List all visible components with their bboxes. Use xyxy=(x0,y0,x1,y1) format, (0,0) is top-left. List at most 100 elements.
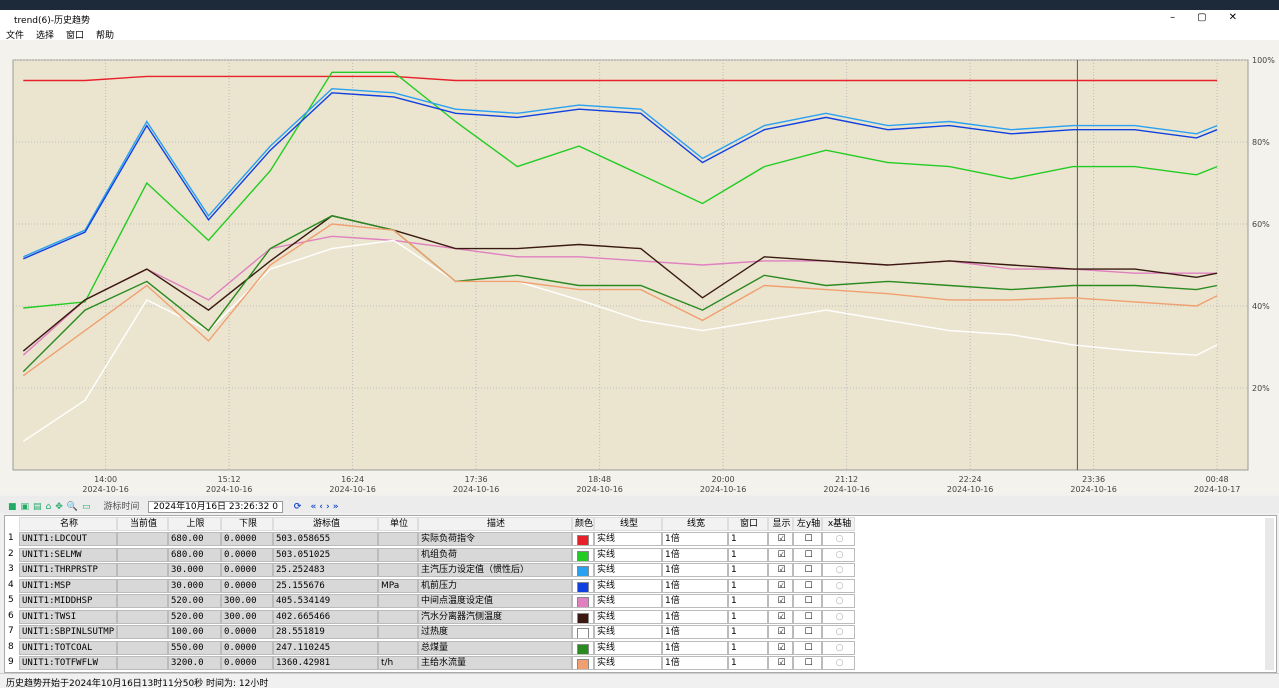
window-select[interactable]: 1 xyxy=(728,594,768,608)
nav-buttons[interactable]: ⟳ «‹›» xyxy=(293,502,342,512)
line-width[interactable]: 1倍 xyxy=(662,640,728,655)
column-header: 当前值 xyxy=(117,517,168,531)
line-type[interactable]: 实线 xyxy=(594,578,662,593)
left-y-checkbox[interactable]: ☐ xyxy=(793,563,822,577)
line-type[interactable]: 实线 xyxy=(594,609,662,624)
left-y-checkbox[interactable]: ☐ xyxy=(793,656,822,670)
color-cell xyxy=(572,563,594,577)
series-name: UNIT1:THRPRSTP xyxy=(19,563,117,577)
lower-limit: 0.0000 xyxy=(221,547,273,562)
left-y-checkbox[interactable]: ☐ xyxy=(793,609,822,624)
unit xyxy=(378,547,418,562)
column-header: 下限 xyxy=(221,517,273,531)
description: 主汽压力设定值（惯性后） xyxy=(418,563,572,577)
cursor-value: 1360.42981 xyxy=(273,656,378,670)
menu-item[interactable]: 窗口 xyxy=(66,31,85,40)
left-y-checkbox[interactable]: ☐ xyxy=(793,594,822,608)
window-select[interactable]: 1 xyxy=(728,578,768,593)
x-base-radio[interactable]: ○ xyxy=(822,547,855,562)
window-select[interactable]: 1 xyxy=(728,563,768,577)
x-base-radio[interactable]: ○ xyxy=(822,656,855,670)
upper-limit: 30.000 xyxy=(168,563,221,577)
show-checkbox[interactable]: ☑ xyxy=(768,609,793,624)
current-value xyxy=(117,563,168,577)
left-y-checkbox[interactable]: ☐ xyxy=(793,625,822,639)
current-value xyxy=(117,640,168,655)
line-width[interactable]: 1倍 xyxy=(662,625,728,639)
line-width[interactable]: 1倍 xyxy=(662,594,728,608)
color-cell xyxy=(572,578,594,593)
x-tick-date: 2024-10-16 xyxy=(329,485,376,494)
left-y-checkbox[interactable]: ☐ xyxy=(793,547,822,562)
unit xyxy=(378,640,418,655)
line-type[interactable]: 实线 xyxy=(594,563,662,577)
window-select[interactable]: 1 xyxy=(728,656,768,670)
x-base-radio[interactable]: ○ xyxy=(822,532,855,546)
toolbar-icons[interactable]: ■▣▤⌂✥🔍▭ xyxy=(8,502,95,512)
show-checkbox[interactable]: ☑ xyxy=(768,563,793,577)
color-swatch xyxy=(577,550,589,561)
x-base-radio[interactable]: ○ xyxy=(822,594,855,608)
left-y-checkbox[interactable]: ☐ xyxy=(793,532,822,546)
x-base-radio[interactable]: ○ xyxy=(822,578,855,593)
color-cell xyxy=(572,594,594,608)
menu-item[interactable]: 选择 xyxy=(36,31,55,40)
line-width[interactable]: 1倍 xyxy=(662,532,728,546)
lower-limit: 0.0000 xyxy=(221,656,273,670)
show-checkbox[interactable]: ☑ xyxy=(768,625,793,639)
line-type[interactable]: 实线 xyxy=(594,594,662,608)
lower-limit: 0.0000 xyxy=(221,625,273,639)
menu-item[interactable]: 帮助 xyxy=(96,31,115,40)
line-type[interactable]: 实线 xyxy=(594,640,662,655)
left-y-checkbox[interactable]: ☐ xyxy=(793,578,822,593)
menu-item[interactable]: 文件 xyxy=(6,31,25,40)
series-name: UNIT1:SBPINLSUTMP xyxy=(19,625,117,639)
status-text: 历史趋势开始于2024年10月16日13时11分50秒 时间为: 12小时 xyxy=(6,679,269,688)
show-checkbox[interactable]: ☑ xyxy=(768,656,793,670)
show-checkbox[interactable]: ☑ xyxy=(768,578,793,593)
lower-limit: 300.00 xyxy=(221,609,273,624)
color-cell xyxy=(572,640,594,655)
show-checkbox[interactable]: ☑ xyxy=(768,547,793,562)
row-number: 7 xyxy=(6,625,19,639)
cursor-value: 28.551819 xyxy=(273,625,378,639)
show-checkbox[interactable]: ☑ xyxy=(768,640,793,655)
show-checkbox[interactable]: ☑ xyxy=(768,594,793,608)
line-type[interactable]: 实线 xyxy=(594,625,662,639)
line-width[interactable]: 1倍 xyxy=(662,578,728,593)
line-type[interactable]: 实线 xyxy=(594,532,662,546)
window-select[interactable]: 1 xyxy=(728,547,768,562)
unit xyxy=(378,594,418,608)
window-select[interactable]: 1 xyxy=(728,532,768,546)
unit xyxy=(378,563,418,577)
x-base-radio[interactable]: ○ xyxy=(822,640,855,655)
line-type[interactable]: 实线 xyxy=(594,656,662,670)
line-width[interactable]: 1倍 xyxy=(662,656,728,670)
cursor-value: 503.058655 xyxy=(273,532,378,546)
cursor-value: 247.110245 xyxy=(273,640,378,655)
description: 汽水分离器汽侧温度 xyxy=(418,609,572,624)
upper-limit: 30.000 xyxy=(168,578,221,593)
window-title: trend(6)-历史趋势 xyxy=(14,16,90,26)
series-line xyxy=(22,239,1218,442)
scrollbar[interactable] xyxy=(1265,518,1274,670)
description: 过热度 xyxy=(418,625,572,639)
show-checkbox[interactable]: ☑ xyxy=(768,532,793,546)
x-base-radio[interactable]: ○ xyxy=(822,563,855,577)
x-base-radio[interactable]: ○ xyxy=(822,609,855,624)
line-width[interactable]: 1倍 xyxy=(662,563,728,577)
window-select[interactable]: 1 xyxy=(728,640,768,655)
x-base-radio[interactable]: ○ xyxy=(822,625,855,639)
window-select[interactable]: 1 xyxy=(728,609,768,624)
x-tick-label: 23:36 xyxy=(1082,475,1105,484)
window-select[interactable]: 1 xyxy=(728,625,768,639)
line-width[interactable]: 1倍 xyxy=(662,547,728,562)
x-tick-date: 2024-10-16 xyxy=(823,485,870,494)
left-y-checkbox[interactable]: ☐ xyxy=(793,640,822,655)
cursor-time[interactable]: 2024年10月16日 23:26:32 0 xyxy=(148,501,283,513)
line-width[interactable]: 1倍 xyxy=(662,609,728,624)
window-controls[interactable]: –▢✕ xyxy=(1170,12,1259,23)
series-table: 名称 当前值 上限 下限 游标值 单位 描述 颜色 线型 线宽 窗口 显示 左y轴 x基轴 1 UNIT1:L… xyxy=(4,515,1277,673)
line-type[interactable]: 实线 xyxy=(594,547,662,562)
